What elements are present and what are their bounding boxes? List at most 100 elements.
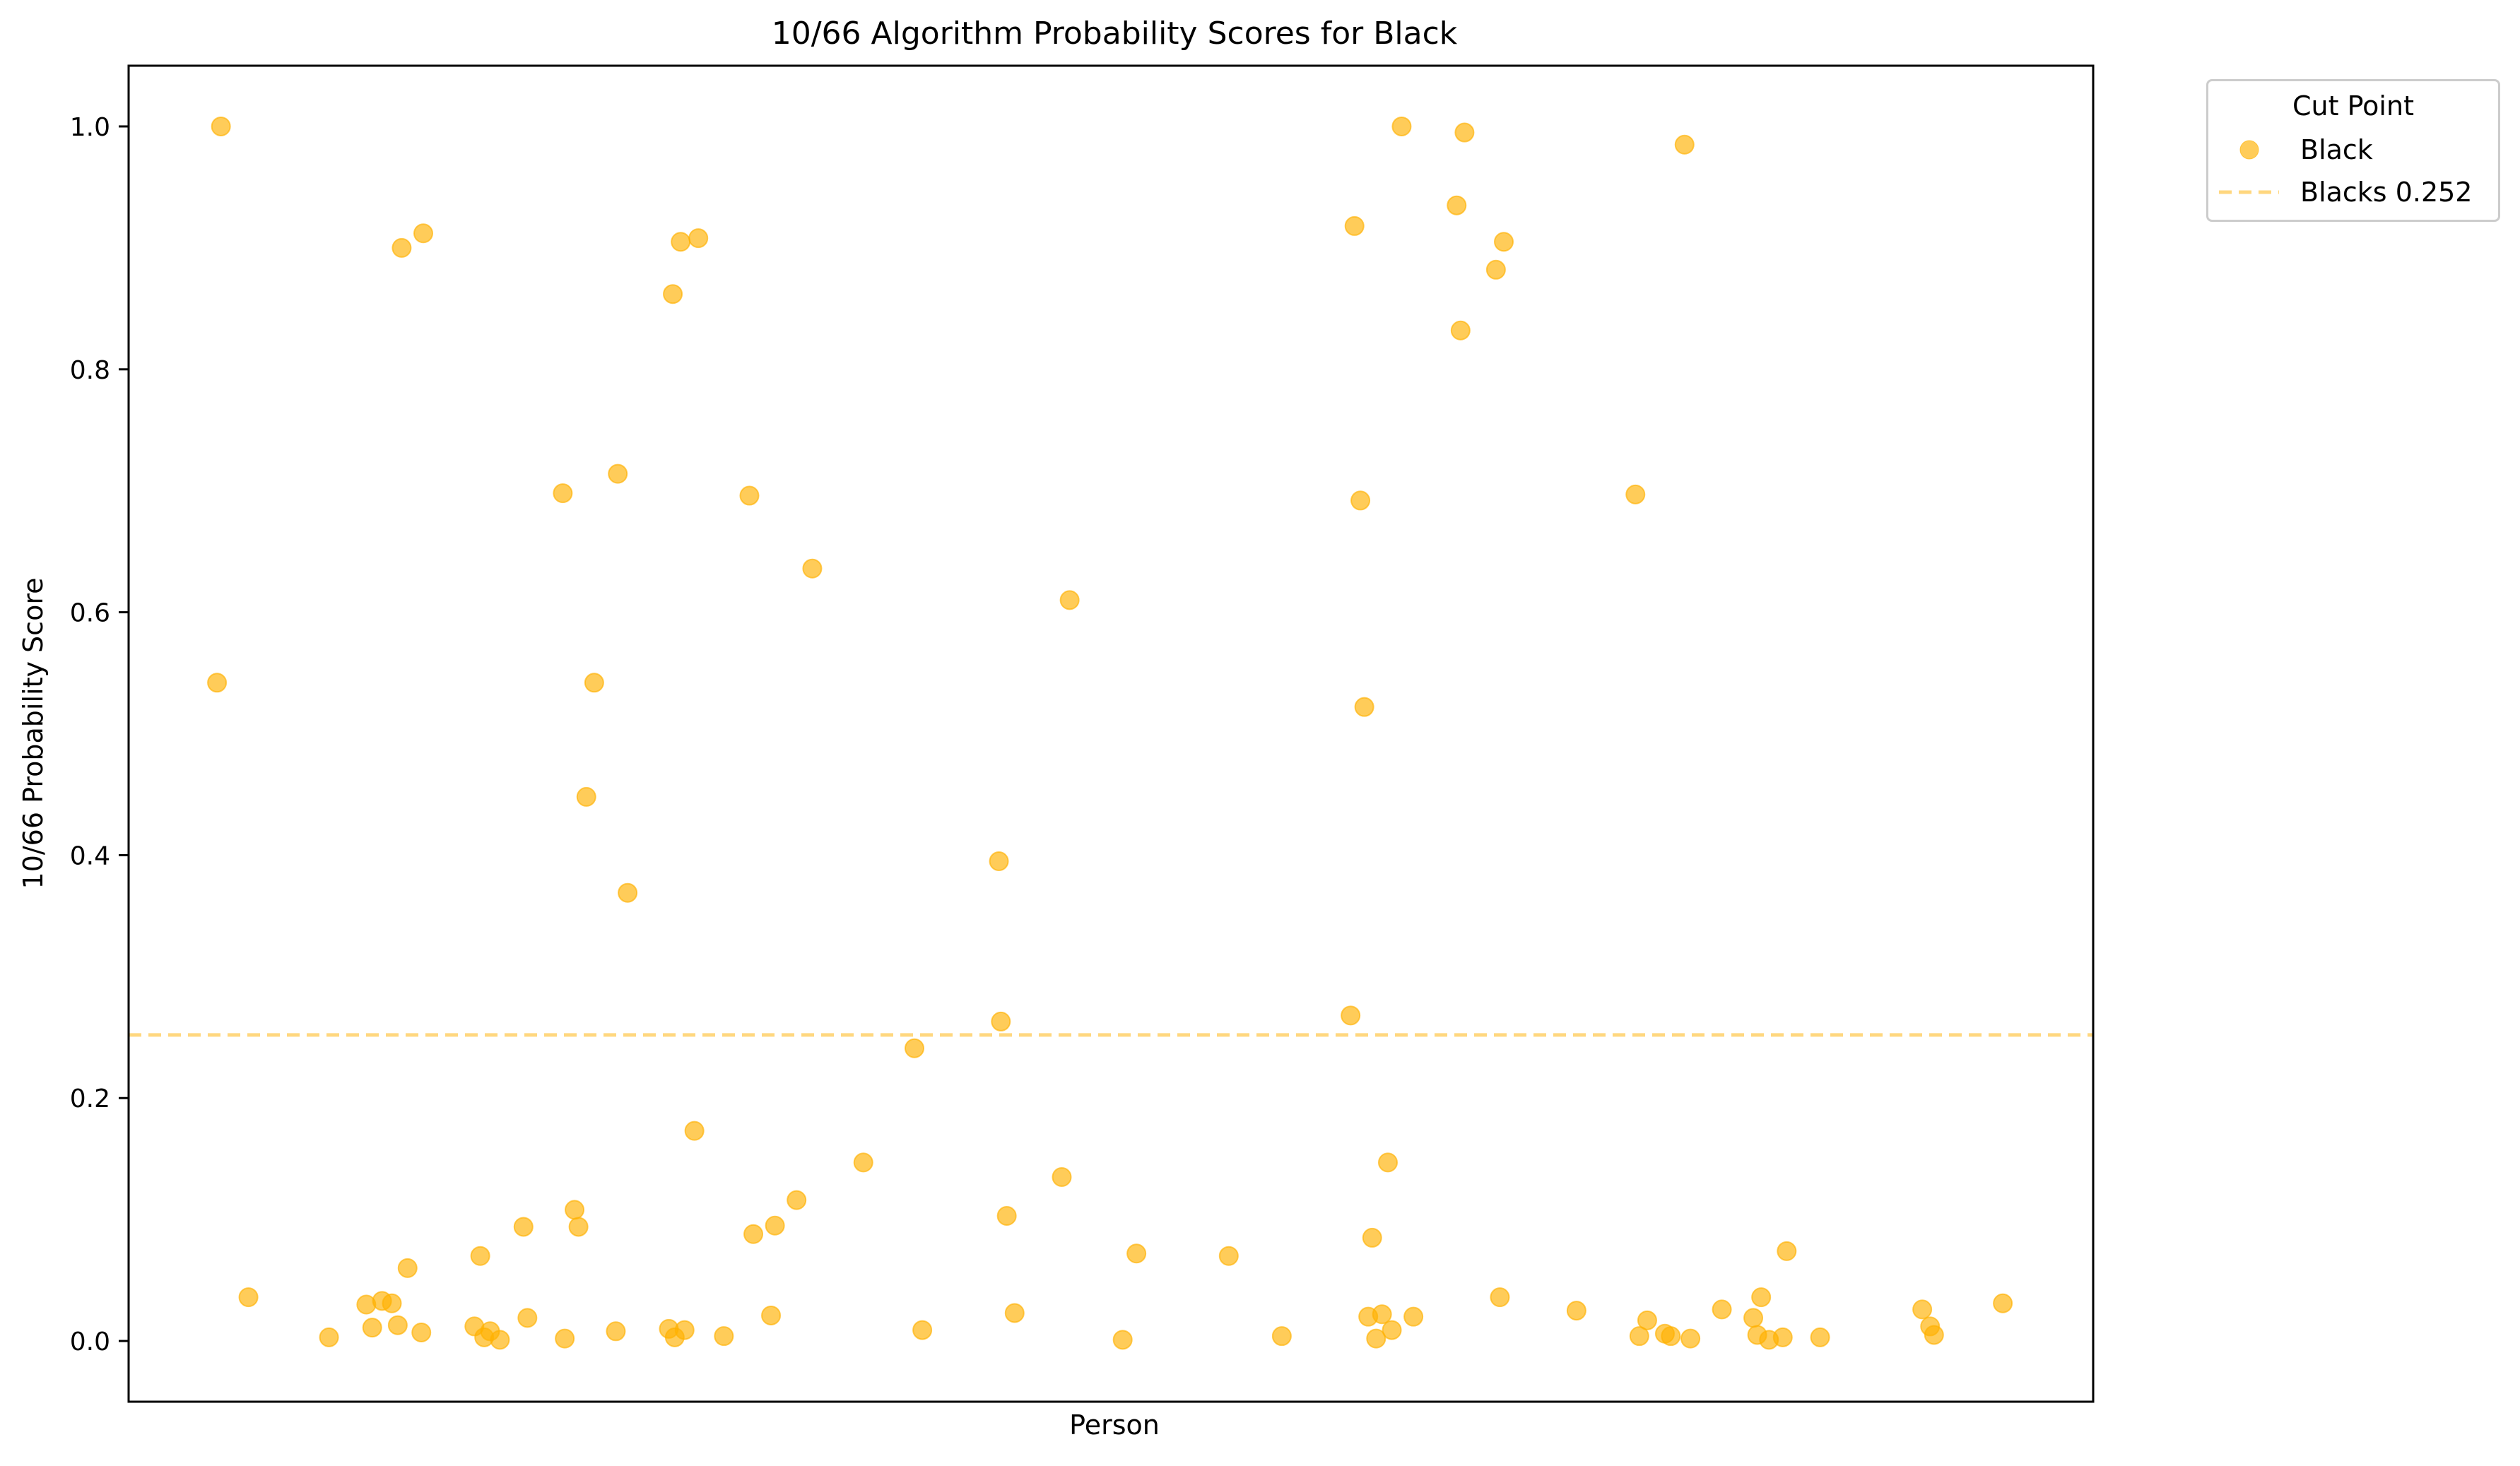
data-point: [1637, 1310, 1657, 1330]
data-point: [553, 483, 573, 504]
data-point: [991, 1011, 1011, 1031]
data-point: [568, 1217, 589, 1237]
data-point: [1218, 1246, 1239, 1266]
data-point: [1743, 1308, 1764, 1328]
data-point: [517, 1308, 538, 1328]
data-point: [802, 558, 823, 579]
legend-marker-black: [2239, 140, 2259, 160]
plot-frame: [127, 64, 2095, 1403]
data-point: [584, 673, 604, 693]
y-tick-label: 0.6: [70, 599, 110, 628]
legend: Cut Point Black Blacks 0.252: [2206, 79, 2500, 222]
y-tick-label: 0.8: [70, 356, 110, 385]
data-point: [1485, 259, 1506, 280]
data-point: [853, 1152, 873, 1173]
data-point: [996, 1205, 1017, 1226]
data-point: [1341, 1005, 1361, 1026]
data-point: [761, 1305, 782, 1325]
legend-title: Cut Point: [2292, 90, 2414, 122]
data-point: [490, 1330, 510, 1350]
y-axis-label: 10/66 Probability Score: [18, 578, 49, 889]
data-point: [1777, 1241, 1797, 1261]
data-point: [912, 1320, 933, 1340]
data-point: [1362, 1227, 1382, 1248]
x-axis-label: Person: [1069, 1409, 1160, 1441]
data-point: [1447, 195, 1467, 215]
data-point: [1912, 1299, 1933, 1320]
data-point: [1772, 1327, 1793, 1347]
data-point: [411, 1323, 432, 1343]
data-point: [688, 228, 709, 249]
data-point: [470, 1246, 490, 1266]
chart-title: 10/66 Algorithm Probability Scores for B…: [772, 16, 1458, 52]
data-point: [787, 1190, 807, 1210]
y-tick-label: 0.4: [70, 841, 110, 870]
data-point: [1354, 697, 1374, 717]
data-point: [1052, 1166, 1072, 1187]
data-point: [513, 1217, 534, 1237]
data-point: [1625, 484, 1646, 504]
data-point: [1004, 1303, 1025, 1323]
legend-label-black: Black: [2300, 134, 2373, 165]
data-point: [1403, 1306, 1424, 1327]
data-point: [1490, 1287, 1510, 1308]
y-tick-label: 0.2: [70, 1084, 110, 1113]
data-point: [1126, 1243, 1147, 1264]
data-point: [684, 1121, 705, 1141]
data-point: [362, 1318, 382, 1338]
data-point: [765, 1215, 785, 1236]
data-point: [674, 1320, 695, 1340]
data-point: [1344, 215, 1365, 236]
data-point: [397, 1258, 418, 1278]
data-point: [319, 1327, 339, 1347]
data-point: [1391, 116, 1412, 136]
data-point: [739, 485, 760, 506]
data-point: [714, 1326, 734, 1347]
data-point: [413, 223, 433, 244]
data-point: [1751, 1287, 1772, 1308]
data-point: [1661, 1326, 1681, 1347]
data-point: [671, 232, 691, 252]
y-tick-label: 1.0: [70, 113, 110, 142]
data-point: [1629, 1326, 1649, 1347]
data-point: [565, 1200, 585, 1220]
data-point: [905, 1038, 924, 1058]
legend-label-cutpoint: Blacks 0.252: [2300, 177, 2472, 208]
data-point: [238, 1287, 259, 1308]
data-point: [1712, 1299, 1732, 1320]
data-point: [1454, 122, 1475, 143]
data-point: [1924, 1325, 1944, 1345]
data-point: [1271, 1326, 1292, 1347]
data-point: [1112, 1330, 1133, 1350]
data-point: [1059, 590, 1080, 610]
data-point: [1674, 134, 1695, 155]
data-point: [1810, 1327, 1830, 1347]
data-point: [618, 882, 638, 903]
data-point: [743, 1224, 764, 1244]
data-point: [989, 851, 1009, 872]
data-point: [1372, 1304, 1392, 1325]
axes-layer: 0.0 0.2 0.4 0.6 0.8 1.0: [70, 113, 129, 1356]
data-point: [382, 1293, 402, 1313]
data-point: [1494, 232, 1514, 252]
data-point: [207, 673, 228, 693]
data-point: [608, 463, 628, 484]
data-point: [1566, 1301, 1586, 1321]
data-point: [1450, 320, 1471, 341]
data-point: [1680, 1328, 1701, 1349]
y-tick-label: 0.0: [70, 1328, 110, 1356]
legend-svg: Cut Point Black Blacks 0.252: [2219, 90, 2472, 208]
data-point: [387, 1315, 408, 1335]
data-point: [1382, 1320, 1402, 1340]
data-point: [576, 786, 596, 807]
data-point: [1350, 490, 1371, 511]
marks-layer: [129, 116, 2093, 1350]
data-point: [211, 116, 231, 136]
data-point: [1366, 1328, 1386, 1349]
data-point: [391, 237, 412, 258]
data-point: [1377, 1152, 1398, 1173]
data-point: [663, 284, 683, 305]
data-point: [555, 1328, 575, 1349]
